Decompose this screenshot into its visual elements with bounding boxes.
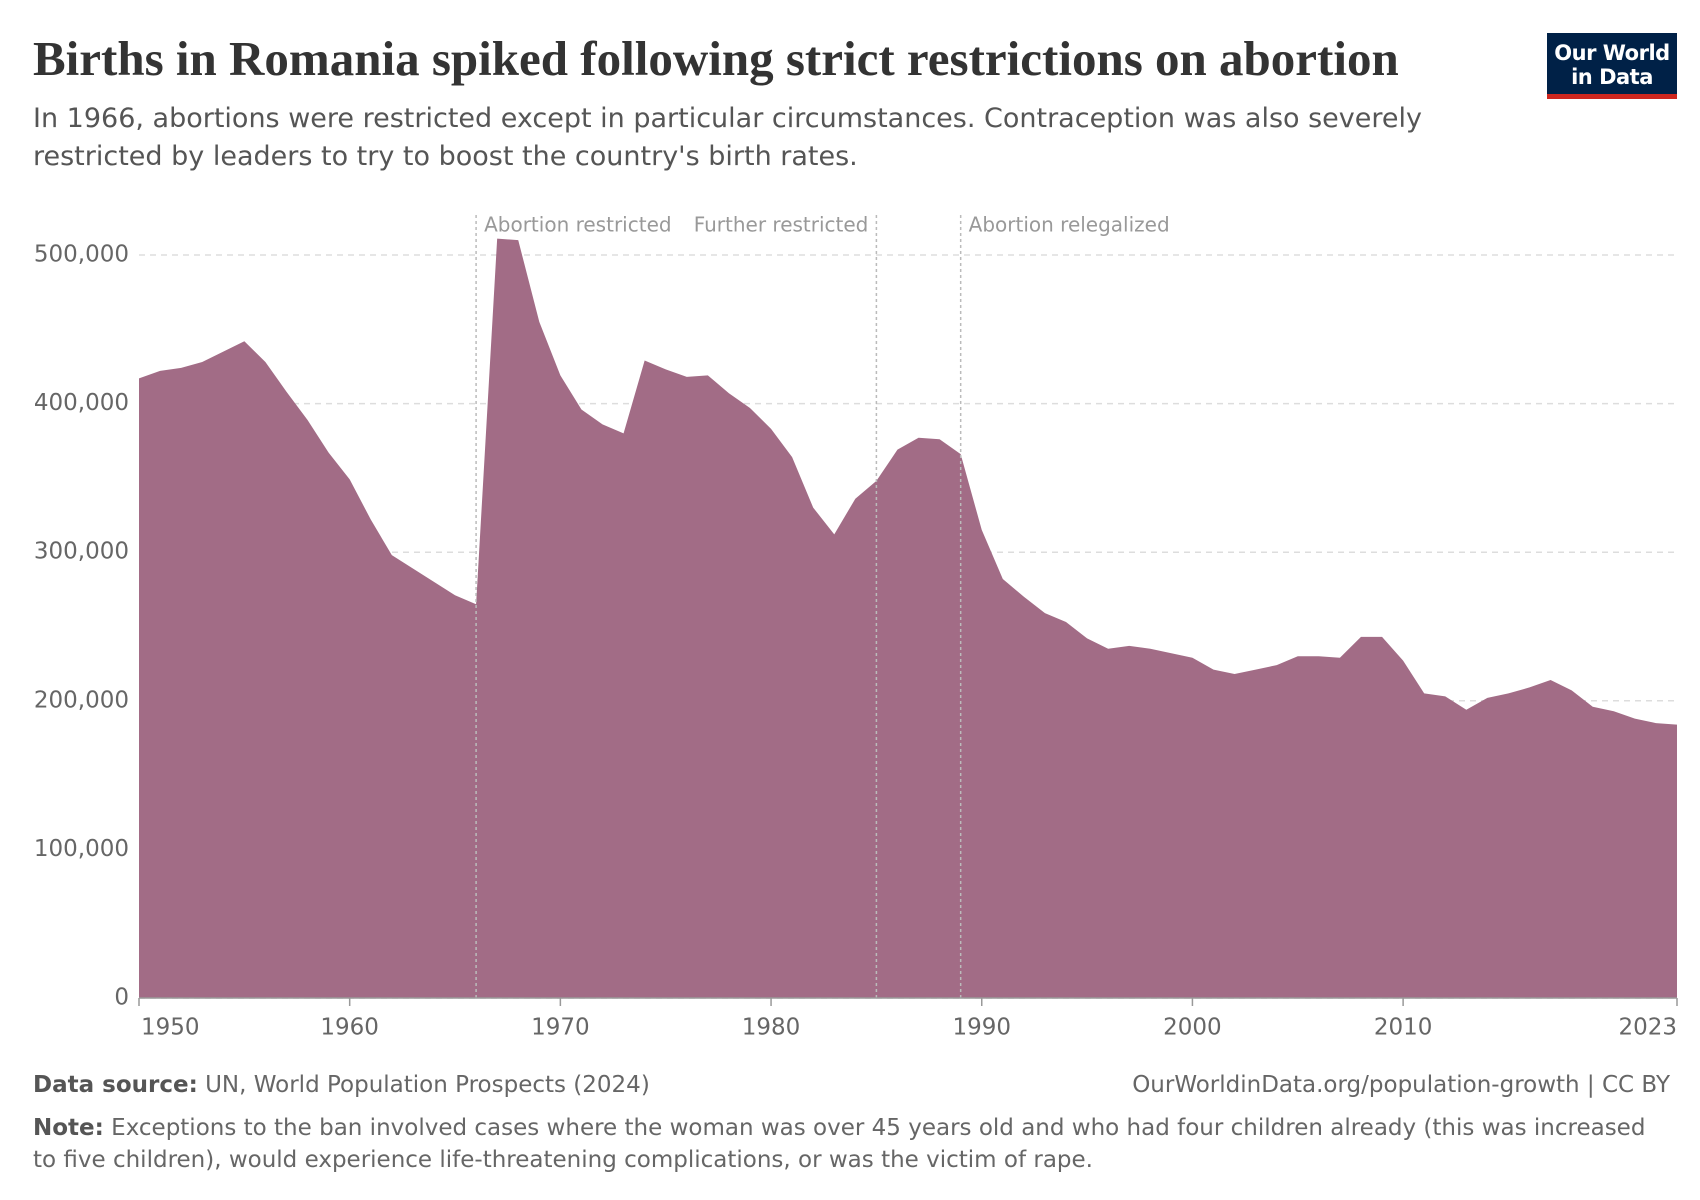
logo-text: in Data — [1571, 65, 1653, 89]
source-text: UN, World Population Prospects (2024) — [205, 1072, 650, 1098]
y-tick-label: 300,000 — [34, 539, 129, 565]
x-tick-label: 1990 — [952, 1015, 1011, 1041]
source-label: Data source: — [33, 1072, 198, 1098]
y-tick-label: 200,000 — [34, 687, 129, 713]
note-text: Exceptions to the ban involved cases whe… — [33, 1115, 1646, 1173]
chart-title: Births in Romania spiked following stric… — [33, 31, 1399, 86]
x-tick-label: 1960 — [320, 1015, 379, 1041]
x-tick-label: 2000 — [1163, 1015, 1222, 1041]
x-tick-label: 1980 — [742, 1015, 801, 1041]
x-tick-label: 1970 — [531, 1015, 590, 1041]
source: Data source: UN, World Population Prospe… — [33, 1072, 650, 1098]
logo[interactable]: Our World in Data — [1547, 33, 1677, 99]
y-tick-label: 0 — [114, 985, 129, 1011]
logo-text: Our World — [1554, 41, 1670, 65]
area — [139, 238, 1677, 999]
x-tick-label: 2010 — [1374, 1015, 1433, 1041]
annotation-label: Abortion restricted — [484, 213, 671, 237]
y-tick-label: 100,000 — [34, 836, 129, 862]
x-tick-label: 1950 — [141, 1015, 200, 1041]
annotation-label: Abortion relegalized — [969, 213, 1170, 237]
url[interactable]: OurWorldinData.org/population-growth | C… — [1132, 1072, 1670, 1098]
y-tick-label: 500,000 — [34, 242, 129, 268]
annotation-label: Further restricted — [694, 213, 869, 237]
note-label: Note: — [33, 1115, 104, 1141]
x-tick-label: 2023 — [1618, 1015, 1677, 1041]
y-tick-label: 400,000 — [34, 390, 129, 416]
note: Note: Exceptions to the ban involved cas… — [33, 1112, 1663, 1176]
chart-subtitle: In 1966, abortions were restricted excep… — [33, 103, 1422, 172]
